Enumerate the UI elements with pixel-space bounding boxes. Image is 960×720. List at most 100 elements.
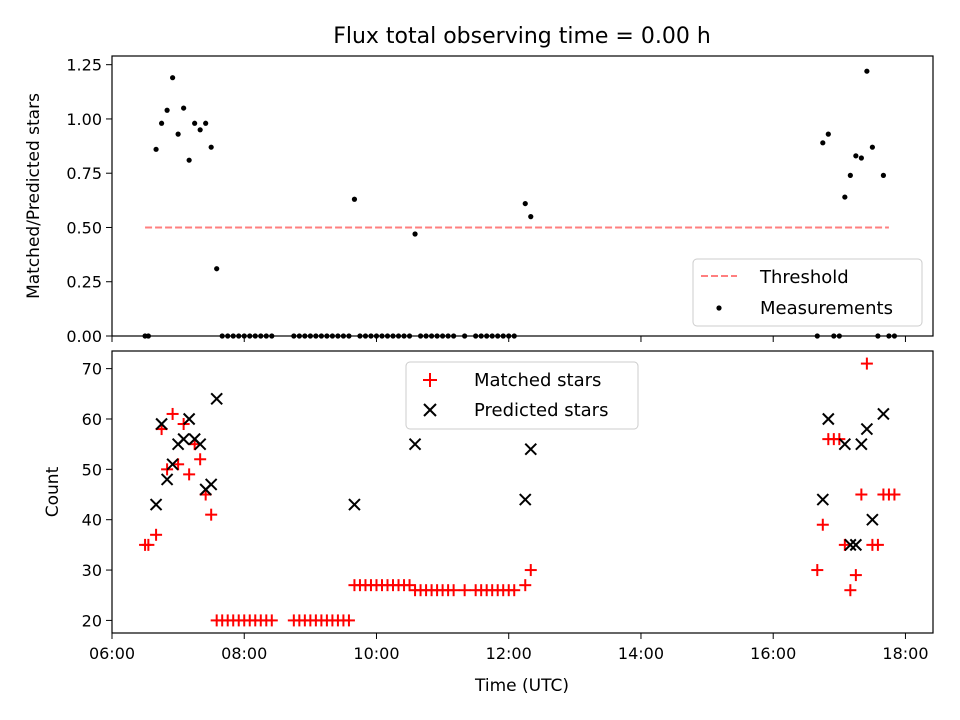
bottom-y-tick-label: 60	[82, 410, 102, 429]
predicted-star-marker	[348, 498, 361, 511]
predicted-star-marker-b	[849, 538, 863, 552]
top-y-tick-label: 0.50	[66, 218, 102, 237]
measurement-point	[880, 172, 887, 178]
top-y-tick-label: 0.75	[66, 164, 102, 183]
bottom-axes-frame	[111, 350, 934, 634]
x-tick-label: 18:00	[882, 644, 928, 663]
measurement-point	[864, 68, 870, 74]
predicted-star-marker	[816, 493, 830, 506]
matched-star-marker	[150, 528, 163, 541]
predicted-star-marker-b	[855, 437, 868, 451]
predicted-star-marker	[519, 493, 532, 506]
top-y-tick-label: 1.00	[66, 110, 102, 129]
predicted-star-marker-b	[210, 392, 223, 406]
predicted-legend-swatch	[423, 403, 437, 417]
measurement-point	[175, 131, 181, 137]
x-tick-label: 12:00	[486, 644, 532, 663]
matched-star-marker	[888, 488, 901, 501]
bottom-y-tick-label: 50	[82, 460, 102, 479]
matched-star-marker	[447, 584, 460, 597]
bottom-y-ticks: 20 30 40 50 60 70	[82, 360, 112, 630]
matched-star-marker	[508, 584, 521, 597]
predicted-star-marker	[849, 538, 863, 552]
bottom-legend-box	[405, 361, 639, 430]
predicted-star-marker-b	[877, 407, 890, 421]
predicted-star-marker	[177, 432, 190, 446]
predicted-star-marker	[166, 458, 179, 471]
predicted-star-marker	[822, 412, 835, 426]
predicted-star-marker	[193, 437, 207, 451]
predicted-star-marker	[844, 538, 857, 552]
matched-star-marker	[811, 564, 824, 577]
predicted-star-marker-b	[519, 493, 532, 506]
predicted-star-marker	[204, 478, 218, 491]
measurement-point	[158, 120, 165, 126]
bottom-y-tick-label: 30	[82, 561, 102, 580]
measurement-point	[351, 196, 358, 202]
matched-star-marker	[342, 614, 355, 627]
matched-star-marker	[403, 579, 416, 592]
predicted-star-marker-b	[193, 437, 207, 451]
top-y-tick-label: 1.25	[66, 56, 102, 75]
measurement-point	[858, 155, 864, 161]
predicted-star-marker-b	[838, 437, 852, 451]
matched-legend-swatch	[423, 373, 437, 387]
predicted-star-marker	[877, 407, 890, 421]
bottom-y-tick-label: 70	[82, 360, 102, 379]
matched-star-marker	[838, 538, 851, 551]
bottom-y-tick-label: 20	[82, 611, 102, 630]
predicted-star-marker-b	[822, 412, 835, 426]
matched-star-marker	[871, 538, 884, 551]
matched-star-marker	[816, 518, 829, 531]
matched-star-marker	[849, 569, 862, 582]
matched-star-marker	[265, 614, 278, 627]
measurement-point	[203, 120, 209, 126]
matched-star-marker	[194, 453, 207, 466]
top-y-tick-label: 0.00	[66, 327, 102, 346]
predicted-star-marker	[149, 498, 163, 511]
predicted-star-marker-b	[149, 498, 163, 511]
top-axes-frame	[111, 55, 934, 337]
matched-star-marker	[142, 538, 155, 551]
predicted-star-marker-b	[524, 442, 537, 456]
predicted-star-marker	[860, 422, 874, 436]
matched-star-marker	[524, 564, 537, 577]
bottom-y-tick-label: 40	[82, 511, 102, 530]
matched-star-marker	[172, 458, 185, 471]
predicted-star-marker	[160, 473, 174, 486]
measurements-layer	[142, 68, 898, 339]
matched-star-marker	[844, 584, 857, 597]
top-panel: 0.00 0.25 0.50 0.75 1.00 1.25 Matched/Predict…	[24, 55, 934, 346]
measurements-legend-swatch	[716, 305, 722, 311]
measurement-point	[869, 144, 875, 150]
measurement-point	[842, 194, 848, 200]
top-y-ticks: 0.00 0.25 0.50 0.75 1.00 1.25	[66, 56, 112, 346]
predicted-star-marker-b	[816, 493, 830, 506]
matched-star-marker	[458, 584, 471, 597]
predicted-star-marker	[182, 412, 196, 426]
predicted-star-marker-b	[860, 422, 874, 436]
measurement-point	[170, 75, 176, 81]
predicted-star-marker	[210, 392, 223, 406]
top-y-tick-label: 0.25	[66, 273, 102, 292]
predicted-star-marker	[524, 442, 537, 456]
matched-legend-label: Matched stars	[474, 370, 601, 391]
predicted-star-marker-b	[177, 432, 190, 446]
measurement-point	[522, 200, 528, 207]
measurement-point	[186, 157, 192, 163]
top-y-axis-label: Matched/Predicted stars	[24, 93, 44, 299]
predicted-star-marker	[408, 437, 422, 451]
top-legend-box	[692, 258, 923, 327]
measurement-point	[164, 107, 170, 113]
measurement-point	[853, 153, 859, 159]
matched-star-marker	[860, 357, 873, 370]
predicted-star-marker	[155, 417, 168, 431]
measurement-point	[820, 140, 826, 146]
measurement-point	[847, 172, 853, 178]
predicted-star-marker	[855, 437, 868, 451]
measurement-point	[214, 266, 220, 272]
measurements-legend-label: Measurements	[760, 298, 893, 319]
predicted-star-marker-b	[348, 498, 361, 511]
measurement-point	[825, 131, 831, 137]
x-tick-label: 08:00	[221, 644, 267, 663]
